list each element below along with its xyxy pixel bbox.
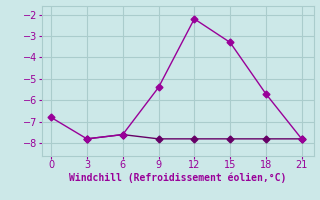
X-axis label: Windchill (Refroidissement éolien,°C): Windchill (Refroidissement éolien,°C) bbox=[69, 173, 286, 183]
